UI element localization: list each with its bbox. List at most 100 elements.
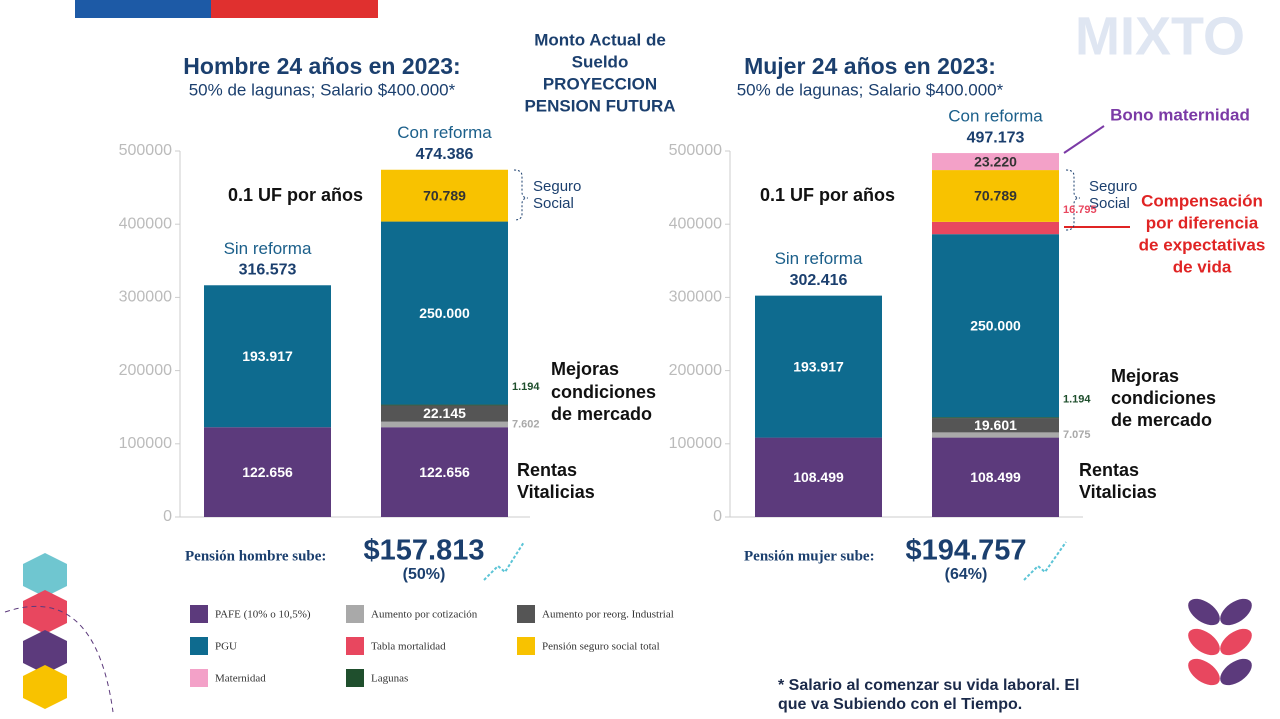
value-label: 16.795 [1063,204,1097,216]
pension-label: Pensión mujer sube: [744,548,875,564]
annotation: por diferencia [1146,213,1259,232]
category-label: Sin reforma [224,239,312,258]
annotation: Bono maternidad [1110,105,1250,124]
legend-swatch [517,637,535,655]
annotation: Social [1089,195,1130,212]
legend-label: Aumento por cotización [371,609,478,621]
category-label: Sin reforma [775,249,863,268]
flag-blue [75,0,211,18]
bar-segment [381,404,508,406]
panel-title: Mujer 24 años en 2023: [744,53,996,79]
category-label: Con reforma [397,123,492,142]
total-label: 474.386 [416,146,474,163]
value-label: 193.917 [793,358,844,374]
pension-amount: $194.757 [906,535,1027,567]
bar-segment [381,405,508,422]
leaf [1220,628,1252,656]
y-tick-label: 500000 [669,142,722,159]
legend-label: Aumento por reorg. Industrial [542,609,674,621]
annotation: de expectativas [1139,235,1266,254]
legend-label: Maternidad [215,673,266,685]
legend-label: PGU [215,641,237,653]
legend-label: Pensión seguro social total [542,641,660,653]
annotation: condiciones [1111,388,1216,408]
pension-pct: (50%) [403,566,446,583]
annotation: Vitalicias [1079,482,1157,502]
bar-segment [381,427,508,517]
value-label: 250.000 [419,305,470,321]
value-label: 108.499 [793,469,844,485]
legend-swatch [346,669,364,687]
total-label: 497.173 [967,129,1025,146]
bar-segment [755,437,882,517]
panel-left-text: Hombre 24 años en 2023: 50% de lagunas; … [183,53,656,583]
pension-amount: $157.813 [364,535,485,567]
legend-swatch [346,637,364,655]
bar-segment [755,295,882,438]
footnote-line: que va Subiendo con el Tiempo. [778,696,1022,713]
total-label: 316.573 [239,261,297,278]
y-tick-label: 500000 [119,142,172,159]
annotation: Mejoras [1111,366,1179,386]
bar-segment [381,421,508,428]
panel-subtitle: 50% de lagunas; Salario $400.000* [737,80,1004,99]
legend-label: PAFE (10% o 10,5%) [215,609,311,621]
y-tick-label: 100000 [119,435,172,452]
decor-leaves [1188,598,1252,686]
logo: MIXTO [1075,6,1245,66]
annotation-group: Compensación por diferencia de expectati… [1139,191,1266,276]
annotation: Seguro [1089,178,1137,195]
bar-segment [932,153,1059,171]
header-line: Monto Actual de [534,30,666,49]
deco-curve [4,605,114,713]
value-label: 23.220 [974,153,1017,169]
value-label: 19.601 [974,417,1017,433]
bar-segment [204,427,331,517]
leaf [1188,628,1220,656]
y-tick-label: 300000 [669,289,722,306]
legend-swatch [190,637,208,655]
annotation: Social [533,195,574,212]
brace [513,169,529,221]
value-label: 1.194 [1063,394,1091,406]
header-line: PENSION FUTURA [524,96,675,115]
decor-cubes [4,553,114,713]
value-label: 193.917 [242,348,293,364]
brace [1065,169,1081,231]
pension-pct: (64%) [945,566,988,583]
value-label: 122.656 [242,464,293,480]
y-tick-label: 400000 [119,215,172,232]
arrow-deco [1023,541,1067,581]
panel-title: Hombre 24 años en 2023: [183,53,460,79]
bar-segment [932,221,1059,235]
legend-swatch [517,605,535,623]
annotation: de mercado [551,404,652,424]
legend-swatch [190,605,208,623]
annotation: Compensación [1141,191,1263,210]
legend-swatch [346,605,364,623]
cube [23,630,67,674]
value-label: 22.145 [423,405,466,421]
y-tick-label: 400000 [669,215,722,232]
legend-label: Tabla mortalidad [371,641,446,653]
annotation: condiciones [551,382,656,402]
cube [23,590,67,634]
leaf [1188,658,1220,686]
total-label: 302.416 [790,272,848,289]
bar-segment [932,418,1059,433]
bar-segment [932,234,1059,418]
annotation: Rentas [517,460,577,480]
flag-red [211,0,378,18]
bar-segment [381,221,508,405]
annotation: Vitalicias [517,482,595,502]
bar-segment [932,417,1059,419]
annotation: Mejoras [551,359,619,379]
value-label: 70.789 [974,188,1017,204]
bar-segment [204,285,331,428]
y-tick-label: 0 [713,508,722,525]
value-label: 250.000 [970,317,1021,333]
value-label: 70.789 [423,187,466,203]
value-label: 108.499 [970,469,1021,485]
header: Monto Actual de Sueldo PROYECCION PENSIO… [524,30,675,115]
